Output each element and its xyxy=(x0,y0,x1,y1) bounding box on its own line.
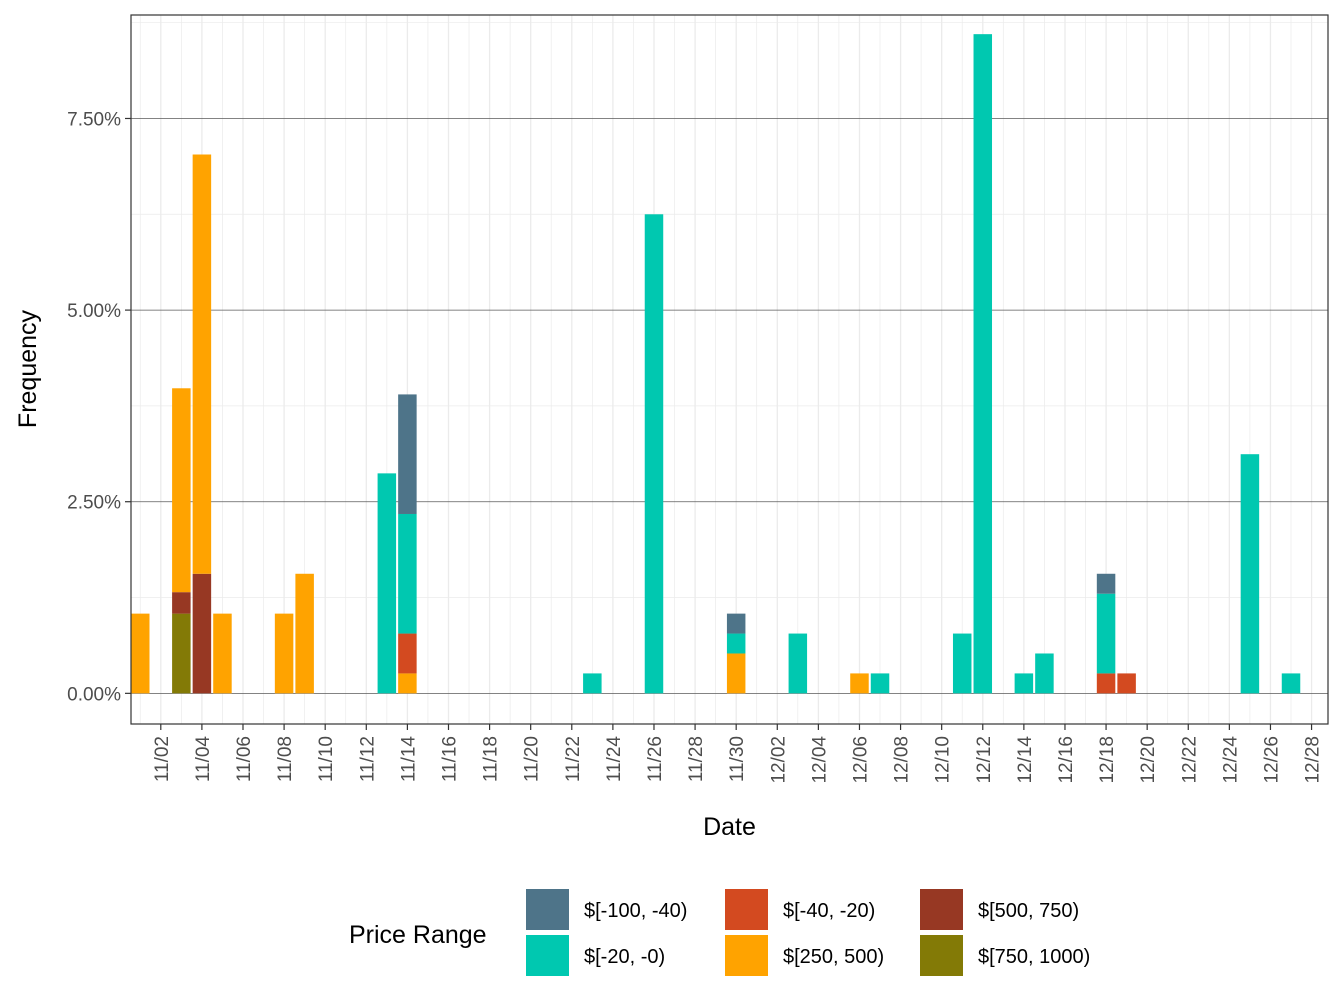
bar-segment xyxy=(1281,673,1301,694)
bar-segment xyxy=(192,573,212,694)
x-tick-label: 11/26 xyxy=(645,736,666,782)
bar-segment xyxy=(870,673,890,694)
bar-segment xyxy=(1240,454,1260,694)
bar-segment xyxy=(583,673,602,694)
bar-segment xyxy=(850,673,869,694)
legend-label: $[-40, -20) xyxy=(783,900,875,922)
x-tick-label: 12/22 xyxy=(1179,736,1200,784)
panel-background xyxy=(131,15,1328,724)
x-tick-label: 12/26 xyxy=(1261,736,1282,784)
x-axis-title: Date xyxy=(703,813,756,841)
x-tick-label: 12/16 xyxy=(1056,736,1077,784)
x-tick-label: 12/28 xyxy=(1303,736,1324,784)
bar-segment xyxy=(213,613,232,694)
x-tick-label: 12/06 xyxy=(850,736,871,784)
x-tick-label: 11/22 xyxy=(563,736,584,782)
legend-swatch xyxy=(920,889,963,930)
x-tick-label: 11/18 xyxy=(481,736,502,782)
x-tick-label: 11/28 xyxy=(686,736,707,782)
x-tick-label: 12/02 xyxy=(768,736,789,784)
y-axis: 0.00% 2.50% 5.00% 7.50% xyxy=(67,109,131,705)
bar-segment xyxy=(172,592,191,614)
y-tick-label: 2.50% xyxy=(67,493,121,514)
x-tick-label: 12/10 xyxy=(933,736,954,784)
x-tick-label: 11/30 xyxy=(727,736,748,782)
bar-layer xyxy=(131,34,1301,694)
legend-swatch xyxy=(526,889,569,930)
bar-segment xyxy=(726,613,746,634)
x-tick-label: 12/12 xyxy=(974,736,995,784)
bar-segment xyxy=(644,214,664,694)
minor-gridlines-y xyxy=(131,22,1328,598)
legend-swatch xyxy=(725,935,768,976)
bar-segment xyxy=(274,613,294,694)
bar-segment xyxy=(295,573,314,694)
legend-label: $[-20, -0) xyxy=(584,946,665,968)
legend-label: $[-100, -40) xyxy=(584,900,687,922)
y-axis-title: Frequency xyxy=(14,309,42,428)
legend-label: $[500, 750) xyxy=(978,900,1079,922)
bar-segment xyxy=(1117,673,1136,694)
legend-label: $[250, 500) xyxy=(783,946,884,968)
bar-segment xyxy=(172,388,191,593)
bar-segment xyxy=(1096,673,1116,694)
bar-segment xyxy=(726,633,746,654)
x-tick-label: 12/20 xyxy=(1138,736,1159,784)
x-tick-label: 11/02 xyxy=(152,736,173,782)
bar-segment xyxy=(788,633,808,694)
x-tick-label: 12/24 xyxy=(1220,736,1241,784)
x-tick-label: 12/04 xyxy=(809,736,830,784)
bar-segment xyxy=(1096,573,1116,594)
bar-segment xyxy=(1014,673,1034,694)
y-tick-label: 7.50% xyxy=(67,109,121,130)
x-tick-label: 11/14 xyxy=(398,736,419,783)
x-tick-label: 11/06 xyxy=(234,736,255,782)
x-tick-label: 12/18 xyxy=(1097,736,1118,784)
bar-segment xyxy=(398,394,417,514)
y-tick-label: 0.00% xyxy=(67,684,121,705)
bar-segment xyxy=(726,653,746,694)
x-tick-label: 11/12 xyxy=(357,736,378,782)
bar-segment xyxy=(192,154,212,574)
bar-segment xyxy=(172,613,191,694)
bar-segment xyxy=(377,473,397,694)
x-tick-label: 12/08 xyxy=(892,736,913,784)
x-axis: 11/02 11/04 11/06 11/08 11/10 11/12 11/14 11/16… xyxy=(152,724,1324,784)
panel-border xyxy=(130,14,1329,725)
legend-swatch xyxy=(920,935,963,976)
bar-segment xyxy=(131,613,150,694)
bar-segment xyxy=(1035,653,1054,694)
bar-segment xyxy=(398,513,417,634)
bar-segment xyxy=(952,633,972,694)
bar-segment xyxy=(398,633,417,674)
bar-segment xyxy=(398,673,417,694)
x-tick-label: 11/04 xyxy=(193,736,214,783)
bar-segment xyxy=(973,34,993,694)
legend-label: $[750, 1000) xyxy=(978,946,1090,968)
x-tick-label: 11/10 xyxy=(316,736,337,782)
x-tick-label: 12/14 xyxy=(1015,736,1036,784)
legend-swatch xyxy=(725,889,768,930)
y-tick-label: 5.00% xyxy=(67,301,121,322)
x-tick-label: 11/08 xyxy=(275,736,296,782)
x-tick-label: 11/20 xyxy=(522,736,543,782)
legend-swatch xyxy=(526,935,569,976)
x-tick-label: 11/24 xyxy=(604,736,625,783)
legend-title: Price Range xyxy=(349,921,487,949)
x-tick-label: 11/16 xyxy=(439,736,460,782)
bar-segment xyxy=(1096,593,1116,674)
legend: $[-100, -40) $[-20, -0) $[-40, -20) $[250, … xyxy=(526,889,1090,976)
